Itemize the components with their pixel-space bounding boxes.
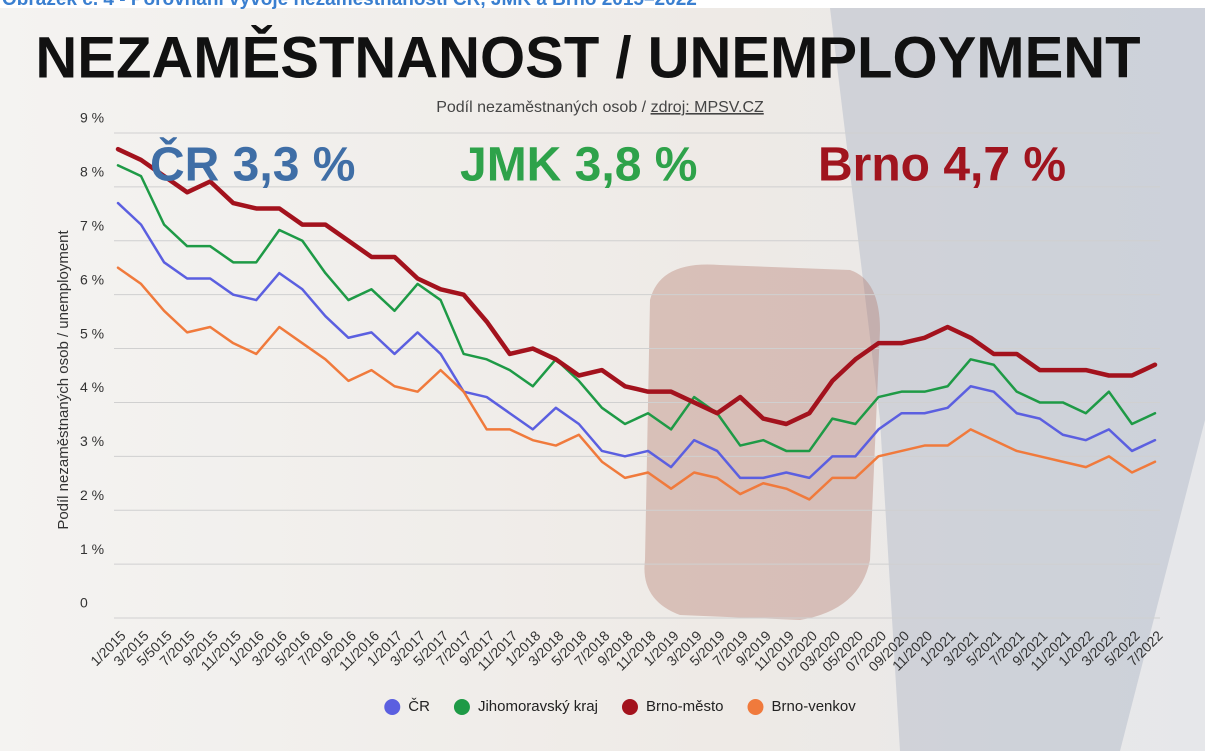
y-tick-label: 6 %: [80, 271, 104, 287]
legend-marker: [454, 699, 470, 715]
legend-label: Jihomoravský kraj: [478, 698, 598, 715]
legend-marker: [622, 699, 638, 715]
y-tick-label: 7 %: [80, 217, 104, 233]
chart-subtitle: Podíl nezaměstnaných osob / zdroj: MPSV.…: [436, 99, 764, 116]
chart-title: NEZAMĚSTNANOST / UNEMPLOYMENT: [35, 25, 1140, 90]
y-tick-label: 5 %: [80, 325, 104, 341]
legend-marker: [748, 699, 764, 715]
y-tick-label: 3 %: [80, 433, 104, 449]
y-tick-label: 2 %: [80, 487, 104, 503]
annotation: JMK 3,8 %: [460, 139, 697, 192]
y-axis-label: Podíl nezaměstnaných osob / unemployment: [55, 229, 72, 529]
subtitle: Podíl nezaměstnaných osob /: [436, 99, 650, 116]
y-tick-label: 1 %: [80, 541, 104, 557]
caption: Obrázek č. 4 - Porovnání vývoje nezaměst…: [2, 0, 697, 10]
page: Obrázek č. 4 - Porovnání vývoje nezaměst…: [0, 0, 1205, 751]
y-tick-label: 0: [80, 595, 88, 611]
y-tick-label: 8 %: [80, 164, 104, 180]
annotation: ČR 3,3 %: [150, 137, 355, 192]
annotation: Brno 4,7 %: [818, 139, 1066, 192]
legend-marker: [384, 699, 400, 715]
chart: Obrázek č. 4 - Porovnání vývoje nezaměst…: [0, 0, 1205, 751]
legend-label: ČR: [408, 698, 430, 715]
legend-label: Brno-venkov: [772, 698, 857, 715]
source-link[interactable]: zdroj: MPSV.CZ: [651, 99, 764, 116]
y-tick-label: 4 %: [80, 379, 104, 395]
legend-label: Brno-město: [646, 698, 724, 715]
y-tick-label: 9 %: [80, 110, 104, 126]
photo-briefcase: [644, 264, 880, 620]
